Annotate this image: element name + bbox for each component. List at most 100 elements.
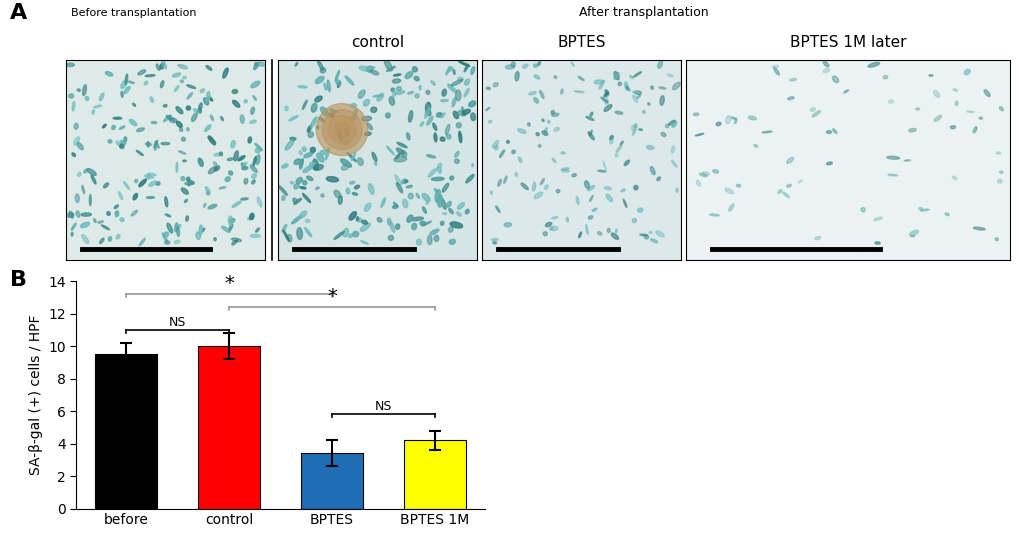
Ellipse shape [667, 120, 675, 125]
Ellipse shape [69, 94, 73, 98]
Ellipse shape [647, 103, 649, 105]
Ellipse shape [102, 124, 106, 128]
Ellipse shape [353, 232, 359, 237]
Ellipse shape [196, 232, 201, 240]
Ellipse shape [116, 234, 120, 239]
Ellipse shape [454, 151, 459, 157]
Ellipse shape [120, 81, 126, 89]
Ellipse shape [165, 214, 170, 217]
Ellipse shape [908, 128, 915, 132]
Ellipse shape [207, 192, 210, 195]
Ellipse shape [437, 195, 442, 207]
Ellipse shape [169, 118, 177, 123]
Ellipse shape [98, 221, 103, 223]
Ellipse shape [455, 90, 461, 101]
Ellipse shape [115, 211, 118, 216]
Ellipse shape [613, 71, 619, 80]
Ellipse shape [702, 172, 709, 175]
Ellipse shape [454, 159, 459, 163]
Ellipse shape [198, 158, 203, 166]
Ellipse shape [284, 106, 288, 111]
Ellipse shape [594, 80, 602, 84]
Text: A: A [10, 3, 28, 23]
Ellipse shape [185, 216, 189, 221]
Ellipse shape [101, 225, 109, 230]
Ellipse shape [91, 175, 96, 184]
Ellipse shape [242, 167, 248, 170]
Ellipse shape [67, 213, 73, 217]
Ellipse shape [281, 164, 287, 168]
Ellipse shape [545, 222, 551, 227]
Ellipse shape [293, 199, 302, 204]
Ellipse shape [320, 68, 325, 73]
Ellipse shape [230, 141, 235, 148]
Ellipse shape [522, 64, 528, 68]
Ellipse shape [132, 103, 136, 107]
Ellipse shape [120, 218, 124, 221]
Ellipse shape [972, 227, 984, 230]
Ellipse shape [374, 162, 377, 166]
Ellipse shape [620, 141, 623, 145]
Ellipse shape [344, 129, 348, 136]
Ellipse shape [76, 211, 79, 217]
Ellipse shape [587, 186, 594, 190]
Ellipse shape [549, 226, 557, 230]
Ellipse shape [205, 125, 211, 131]
Ellipse shape [541, 119, 544, 122]
Ellipse shape [423, 221, 431, 226]
Ellipse shape [386, 67, 394, 71]
Ellipse shape [248, 217, 254, 220]
Ellipse shape [393, 74, 400, 76]
Ellipse shape [163, 104, 167, 107]
Ellipse shape [94, 219, 96, 222]
Ellipse shape [147, 174, 150, 179]
Ellipse shape [350, 181, 355, 184]
Ellipse shape [351, 114, 357, 121]
Ellipse shape [154, 141, 157, 148]
Ellipse shape [377, 94, 383, 101]
Ellipse shape [515, 173, 518, 177]
Ellipse shape [521, 183, 528, 190]
Ellipse shape [600, 97, 607, 103]
Text: *: * [224, 274, 233, 293]
Ellipse shape [832, 129, 837, 134]
Ellipse shape [492, 83, 497, 87]
Ellipse shape [544, 185, 548, 189]
Ellipse shape [541, 131, 547, 136]
Ellipse shape [440, 221, 443, 225]
Ellipse shape [175, 162, 177, 173]
Ellipse shape [395, 154, 399, 159]
Ellipse shape [822, 61, 828, 67]
Ellipse shape [671, 146, 674, 153]
Ellipse shape [578, 76, 584, 81]
Ellipse shape [537, 62, 540, 65]
Ellipse shape [299, 211, 307, 219]
Ellipse shape [415, 94, 419, 98]
Ellipse shape [748, 116, 756, 120]
Ellipse shape [373, 95, 382, 97]
Ellipse shape [411, 217, 423, 221]
Ellipse shape [671, 160, 677, 167]
Ellipse shape [396, 142, 407, 148]
Ellipse shape [429, 229, 438, 235]
Ellipse shape [786, 157, 793, 163]
Ellipse shape [644, 235, 648, 239]
Ellipse shape [87, 169, 96, 175]
Ellipse shape [291, 216, 301, 224]
Ellipse shape [256, 155, 260, 164]
Ellipse shape [618, 82, 621, 85]
Ellipse shape [551, 216, 557, 219]
Ellipse shape [449, 222, 463, 228]
Ellipse shape [419, 85, 421, 90]
Ellipse shape [219, 152, 222, 156]
Ellipse shape [155, 142, 159, 148]
Ellipse shape [978, 117, 981, 119]
Ellipse shape [585, 225, 588, 234]
Ellipse shape [310, 147, 315, 153]
Ellipse shape [77, 89, 81, 91]
Ellipse shape [90, 195, 92, 206]
Ellipse shape [112, 126, 115, 130]
Ellipse shape [621, 189, 625, 192]
Ellipse shape [787, 97, 794, 100]
Ellipse shape [405, 71, 413, 78]
